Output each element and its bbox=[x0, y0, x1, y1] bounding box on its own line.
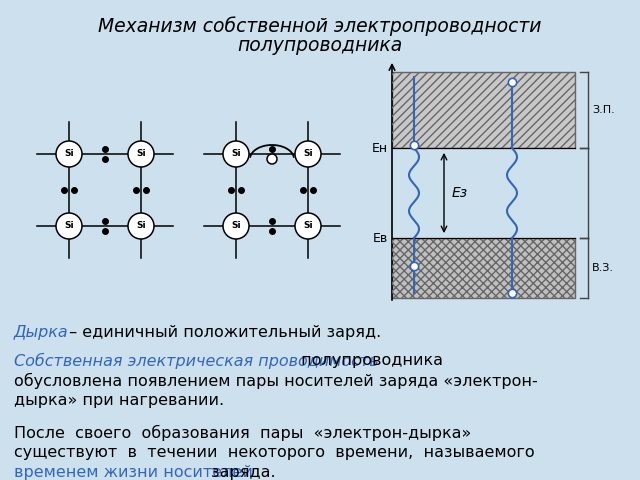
Text: Собственная электрическая проводимость: Собственная электрическая проводимость bbox=[14, 353, 379, 369]
Bar bbox=[392, 238, 575, 298]
Circle shape bbox=[56, 213, 82, 239]
Text: Si: Si bbox=[303, 149, 313, 158]
Text: Eв: Eв bbox=[372, 231, 388, 244]
Text: обусловлена появлением пары носителей заряда «электрон-: обусловлена появлением пары носителей за… bbox=[14, 373, 538, 389]
Circle shape bbox=[128, 141, 154, 167]
Circle shape bbox=[223, 213, 249, 239]
Circle shape bbox=[295, 141, 321, 167]
Text: Si: Si bbox=[303, 221, 313, 230]
Bar bbox=[392, 148, 575, 238]
Text: В.З.: В.З. bbox=[592, 263, 614, 273]
Text: существуют  в  течении  некоторого  времени,  называемого: существуют в течении некоторого времени,… bbox=[14, 445, 534, 460]
Text: Eн: Eн bbox=[372, 142, 388, 155]
Circle shape bbox=[56, 141, 82, 167]
Text: – единичный положительный заряд.: – единичный положительный заряд. bbox=[64, 325, 381, 340]
Text: заряда.: заряда. bbox=[206, 465, 276, 480]
Text: Eз: Eз bbox=[452, 186, 468, 200]
Text: Механизм собственной электропроводности: Механизм собственной электропроводности bbox=[99, 16, 541, 36]
Text: дырка» при нагревании.: дырка» при нагревании. bbox=[14, 393, 224, 408]
Text: Si: Si bbox=[136, 149, 146, 158]
Bar bbox=[392, 238, 575, 298]
Text: Si: Si bbox=[231, 149, 241, 158]
Text: Si: Si bbox=[64, 221, 74, 230]
Text: Дырка: Дырка bbox=[14, 325, 68, 340]
Text: Si: Si bbox=[64, 149, 74, 158]
Circle shape bbox=[223, 141, 249, 167]
Text: З.П.: З.П. bbox=[592, 105, 615, 115]
Text: временем жизни носителей: временем жизни носителей bbox=[14, 465, 253, 480]
Text: полупроводника: полупроводника bbox=[296, 353, 443, 368]
Text: полупроводника: полупроводника bbox=[237, 36, 403, 55]
Circle shape bbox=[128, 213, 154, 239]
Text: Si: Si bbox=[231, 221, 241, 230]
Bar bbox=[392, 72, 575, 148]
Bar bbox=[392, 72, 575, 148]
Text: Si: Si bbox=[136, 221, 146, 230]
Circle shape bbox=[295, 213, 321, 239]
Circle shape bbox=[267, 154, 277, 164]
Text: После  своего  образования  пары  «электрон-дырка»: После своего образования пары «электрон-… bbox=[14, 425, 471, 441]
